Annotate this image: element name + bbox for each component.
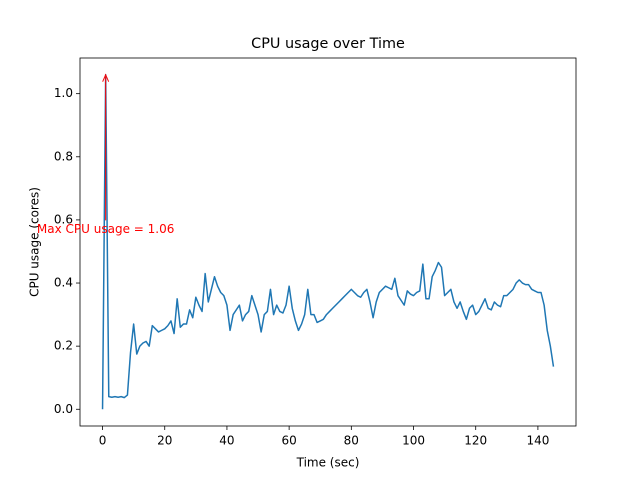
x-tick-label: 20 [157, 434, 172, 448]
annotation-arrowhead [102, 73, 110, 82]
x-tick-label: 140 [526, 434, 549, 448]
y-axis-label: CPU usage (cores) [28, 187, 42, 297]
x-tick-label: 40 [219, 434, 234, 448]
x-tick-label: 100 [402, 434, 425, 448]
plot-frame [79, 57, 577, 427]
x-axis-label: Time (sec) [296, 456, 360, 470]
y-tick-label: 0.8 [54, 149, 73, 163]
x-tick-label: 80 [344, 434, 359, 448]
x-tick-label: 60 [281, 434, 296, 448]
y-tick-label: 0.4 [54, 276, 73, 290]
annotation-text: Max CPU usage = 1.06 [37, 222, 174, 236]
y-tick-label: 1.0 [54, 86, 73, 100]
y-tick-label: 0.2 [54, 339, 73, 353]
chart-title: CPU usage over Time [251, 36, 405, 52]
x-tick-label: 120 [464, 434, 487, 448]
y-tick-label: 0.0 [54, 402, 73, 416]
y-tick-label: 0.6 [54, 212, 73, 226]
data-line [101, 73, 555, 410]
x-tick-label: 0 [99, 434, 107, 448]
